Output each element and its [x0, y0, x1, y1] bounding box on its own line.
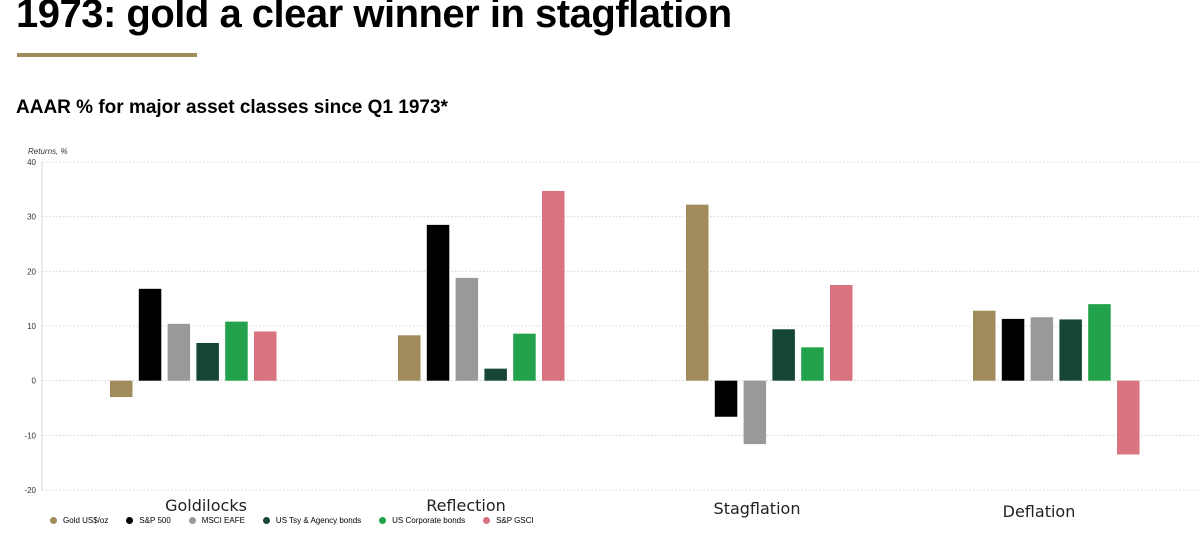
legend-item: S&P 500 [126, 516, 171, 525]
y-tick-label: -10 [24, 431, 36, 440]
bar-goldilocks-1 [110, 380, 133, 398]
title-underline [17, 53, 197, 57]
legend-swatch [126, 517, 134, 524]
bar-stagflation-2 [714, 380, 738, 417]
legend-item: US Corporate bonds [379, 516, 465, 525]
legend-label: S&P GSCI [496, 516, 534, 525]
bar-goldilocks-4 [196, 342, 219, 381]
bar-deflation-1 [973, 310, 996, 381]
page-title: 1973: gold a clear winner in stagflation [16, 0, 732, 36]
y-tick-label: 40 [27, 158, 36, 167]
legend-swatch [379, 517, 387, 524]
bar-reflection-2 [426, 224, 450, 381]
bar-deflation-5 [1088, 304, 1111, 381]
bar-goldilocks-5 [225, 321, 248, 381]
bar-stagflation-5 [801, 347, 824, 381]
chart-subtitle: AAAR % for major asset classes since Q1 … [16, 97, 448, 118]
category-label: Reflection [426, 496, 506, 515]
bar-reflection-6 [542, 190, 565, 381]
bar-stagflation-6 [830, 285, 853, 381]
category-label: Goldilocks [165, 496, 247, 515]
bar-goldilocks-6 [254, 331, 277, 381]
y-tick-label: 0 [32, 377, 37, 386]
legend-label: MSCI EAFE [201, 516, 245, 525]
bar-goldilocks-3 [167, 323, 191, 381]
bar-deflation-6 [1117, 380, 1140, 455]
legend-label: US Tsy & Agency bonds [275, 516, 362, 525]
bar-reflection-5 [513, 333, 536, 381]
legend-item: MSCI EAFE [188, 516, 245, 525]
bar-deflation-3 [1030, 317, 1054, 381]
bar-reflection-4 [484, 368, 507, 381]
legend-label: US Corporate bonds [392, 516, 466, 525]
y-tick-label: 30 [27, 213, 36, 222]
y-tick-label: 10 [27, 322, 36, 331]
legend-swatch [262, 517, 270, 524]
bar-reflection-3 [455, 277, 479, 381]
bar-deflation-2 [1001, 318, 1025, 381]
legend-label: Gold US$/oz [63, 516, 109, 525]
y-tick-label: -20 [24, 486, 36, 495]
bar-stagflation-4 [772, 329, 795, 381]
y-tick-label: 20 [27, 267, 36, 276]
category-label: Deflation [1003, 502, 1076, 521]
legend-item: S&P GSCI [483, 516, 534, 525]
y-axis-unit-label: Returns, % [28, 147, 68, 156]
bar-stagflation-3 [743, 380, 767, 445]
category-label: Stagflation [714, 499, 801, 518]
legend-item: US Tsy & Agency bonds [262, 516, 362, 525]
legend-item: Gold US$/oz [50, 516, 108, 525]
bar-deflation-4 [1059, 319, 1082, 381]
legend-label: S&P 500 [139, 516, 171, 525]
chart-legend: Gold US$/oz S&P 500 MSCI EAFE US Tsy & Agen… [50, 516, 552, 525]
bar-stagflation-1 [686, 204, 709, 381]
legend-swatch [188, 517, 196, 524]
legend-swatch [50, 517, 57, 524]
bar-goldilocks-2 [138, 288, 162, 381]
bar-reflection-1 [398, 335, 421, 381]
legend-swatch [483, 517, 491, 524]
